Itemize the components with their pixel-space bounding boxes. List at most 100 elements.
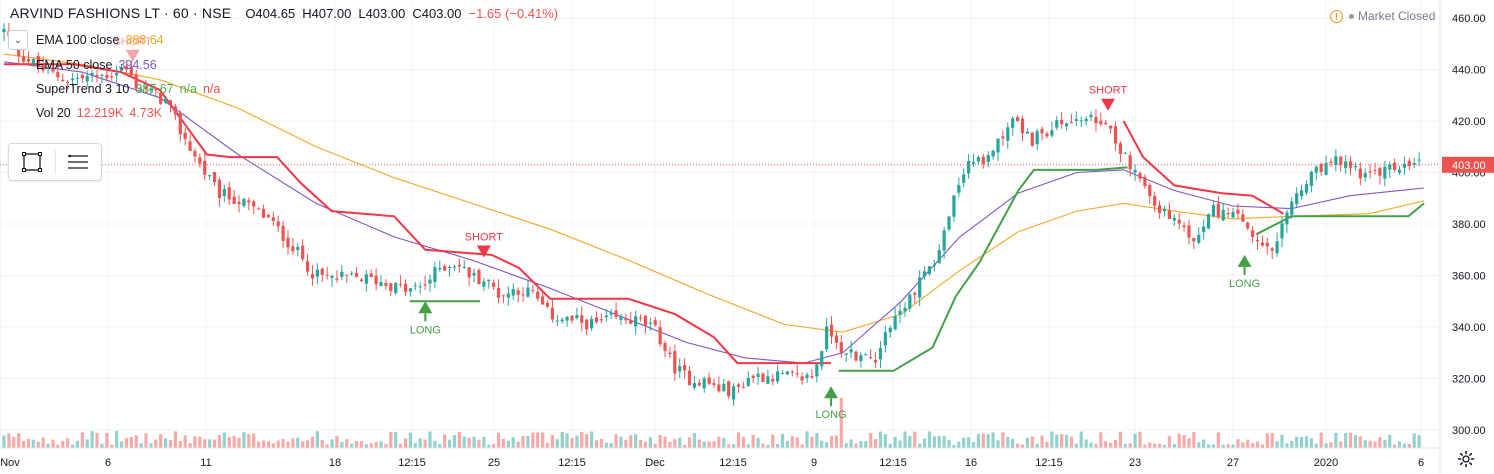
candle [614,302,618,320]
volume-bar [1397,441,1402,448]
volume-bar [1153,443,1157,448]
candle [1143,174,1147,189]
candle [198,153,202,168]
candle [315,263,319,285]
candle-body [75,77,80,79]
y-tick-label: 360.00 [1452,271,1486,283]
candle-body [168,100,173,105]
list-menu-button[interactable] [55,144,101,180]
legend-supertrend[interactable]: SuperTrend 3 10 387.67 n/a n/a [36,79,226,99]
candle-body [1133,169,1137,173]
candle-body [536,291,540,299]
volume-bar [869,433,873,448]
volume-bar [359,441,364,448]
candle [643,314,648,334]
candle-body [325,274,329,276]
candle-body [1231,212,1235,218]
rectangle-select-button[interactable] [9,144,55,180]
x-tick-label: 23 [1129,457,1141,469]
volume-bar [697,439,701,448]
volume-bar [457,432,461,448]
candle [967,154,971,179]
volume-bar [1388,434,1392,448]
candle [119,64,124,71]
candle-body [570,315,574,321]
candle-body [261,209,266,218]
volume-bar [1064,434,1069,448]
volume-bar [849,439,853,448]
volume-bar [873,439,878,448]
volume-bar [511,437,515,448]
volume-bar [173,431,177,448]
candle-body [1157,205,1162,213]
volume-bar [1202,439,1206,448]
volume-bar [61,440,65,448]
candle-body [1089,114,1093,118]
candle-body [614,310,618,318]
volume-bar [433,440,437,448]
volume-bar [1378,437,1382,448]
candle [1206,213,1211,230]
candle [242,197,246,208]
candle-body [374,275,378,285]
candle-body [521,294,525,296]
volume-bar [70,444,75,448]
candle-body [315,269,319,277]
candle-body [1055,120,1059,128]
candle-body [1182,225,1186,228]
candle-body [927,266,932,274]
candle-body [673,350,677,374]
candle-body [702,378,706,389]
candle-body [1221,209,1225,221]
candle-body [212,172,217,183]
candle [428,274,432,292]
candle [594,311,599,325]
warning-icon[interactable]: ! [1330,9,1343,23]
volume-bar [785,440,790,448]
volume-bar [394,432,398,448]
candle [364,270,368,292]
candle [1001,130,1005,146]
legend-ema50[interactable]: EMA 50 close 394.56 [36,55,163,75]
candle-body [903,307,907,312]
candle-body [1368,171,1372,173]
candle-body [340,271,344,277]
candle [1358,162,1362,186]
candle [805,372,809,384]
legend-ema100[interactable]: EMA 100 close 388.64 [36,30,170,50]
volume-bar [614,434,618,448]
candle [820,350,824,371]
candle-body [80,74,84,79]
candle [678,358,682,378]
volume-bar [271,443,275,448]
candle [247,197,251,211]
candle [1197,227,1201,245]
volume-bar [736,432,741,448]
candle [658,320,662,347]
candle-body [1280,223,1284,239]
symbol-title[interactable]: ARVIND FASHIONS LT · 60 · NSE [10,5,232,21]
candle-body [888,327,892,333]
candle-body [878,348,883,360]
volume-bar [315,431,319,448]
volume-bar [957,441,961,448]
candle [51,61,55,74]
volume-bar [21,441,26,448]
candle [340,264,344,281]
volume-bar [403,438,408,448]
candle-body [21,56,26,62]
candle [21,49,26,66]
volume-value: 12.219K [76,106,124,120]
collapse-legend-button[interactable]: ⌄ [8,30,28,50]
candle [829,315,834,345]
gear-icon[interactable] [1457,450,1475,468]
candle-body [457,264,461,267]
candle [1167,202,1171,220]
legend-volume[interactable]: Vol 20 12.219K 4.73K [36,103,168,123]
candle [438,260,442,272]
candle-body [144,86,148,90]
volume-bar [1324,443,1328,448]
candle [1011,116,1015,136]
